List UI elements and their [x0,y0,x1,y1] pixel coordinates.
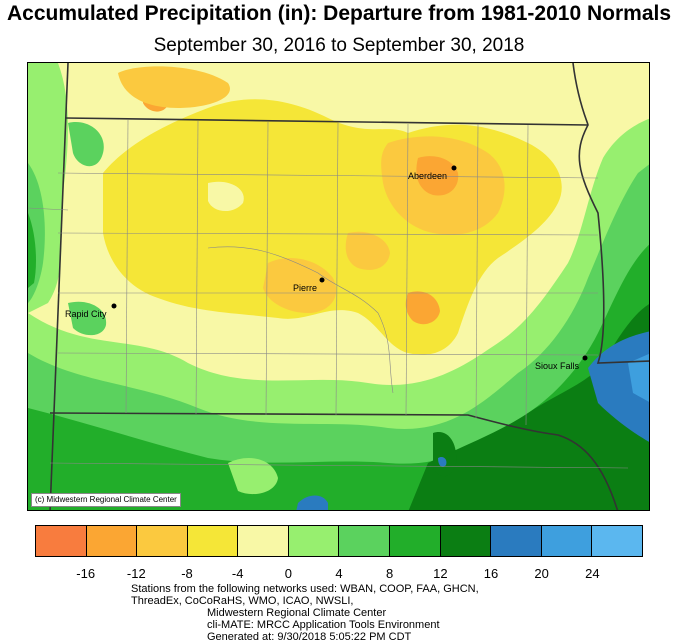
legend-swatch-10 [541,526,593,556]
legend-swatch-5 [288,526,340,556]
legend-tick-label: 20 [534,566,549,581]
legend-swatch-9 [491,526,542,556]
map-subtitle: September 30, 2016 to September 30, 2018 [153,35,525,56]
pierre-marker [319,277,325,283]
footer-line-2: ThreadEx, CoCoRaHS, WMO, ICAO, NWSLI, [131,595,354,607]
legend-ticks: -16 -12 -8 -4 0 4 8 12 16 20 24 [35,566,643,582]
legend-tick-label: 16 [483,566,499,581]
footer-line-3: Midwestern Regional Climate Center [207,607,387,619]
legend-swatch-3 [187,526,239,556]
legend-swatch-2 [137,526,188,556]
legend-swatch-8 [440,526,492,556]
rapid-city-marker [111,303,117,309]
map-canvas: Aberdeen Pierre Rapid City Sioux Falls [28,63,649,510]
credit-label: (c) Midwestern Regional Climate Center [31,493,181,507]
footer-line-1: Stations from the following networks use… [131,583,479,595]
city-label-aberdeen: Aberdeen [408,171,447,181]
legend-swatch-11 [592,526,642,556]
city-label-sioux-falls: Sioux Falls [535,361,580,371]
sioux-falls-marker [582,355,588,361]
legend-tick-label: 8 [386,566,394,581]
footer-line-4: cli-MATE: MRCC Application Tools Environ… [207,619,440,631]
city-label-rapid-city: Rapid City [65,309,107,319]
legend-tick-label: -16 [76,566,96,581]
legend-swatch-7 [390,526,441,556]
legend-tick-label: -4 [231,566,244,581]
legend-tick-label: -12 [126,566,146,581]
legend-tick-label: 12 [433,566,448,581]
color-legend [35,525,643,557]
aberdeen-marker [451,165,457,171]
legend-swatch-6 [339,526,391,556]
precipitation-map: Aberdeen Pierre Rapid City Sioux Falls (… [27,62,650,511]
city-label-pierre: Pierre [293,283,317,293]
legend-tick-label: 4 [335,566,343,581]
legend-swatch-4 [238,526,289,556]
footer-line-5: Generated at: 9/30/2018 5:05:22 PM CDT [207,631,412,643]
legend-swatch-1 [86,526,138,556]
legend-tick-label: -8 [181,566,193,581]
legend-tick-label: 0 [284,566,292,581]
map-title: Accumulated Precipitation (in): Departur… [6,2,672,25]
legend-tick-label: 24 [585,566,600,581]
legend-swatch-0 [36,526,87,556]
